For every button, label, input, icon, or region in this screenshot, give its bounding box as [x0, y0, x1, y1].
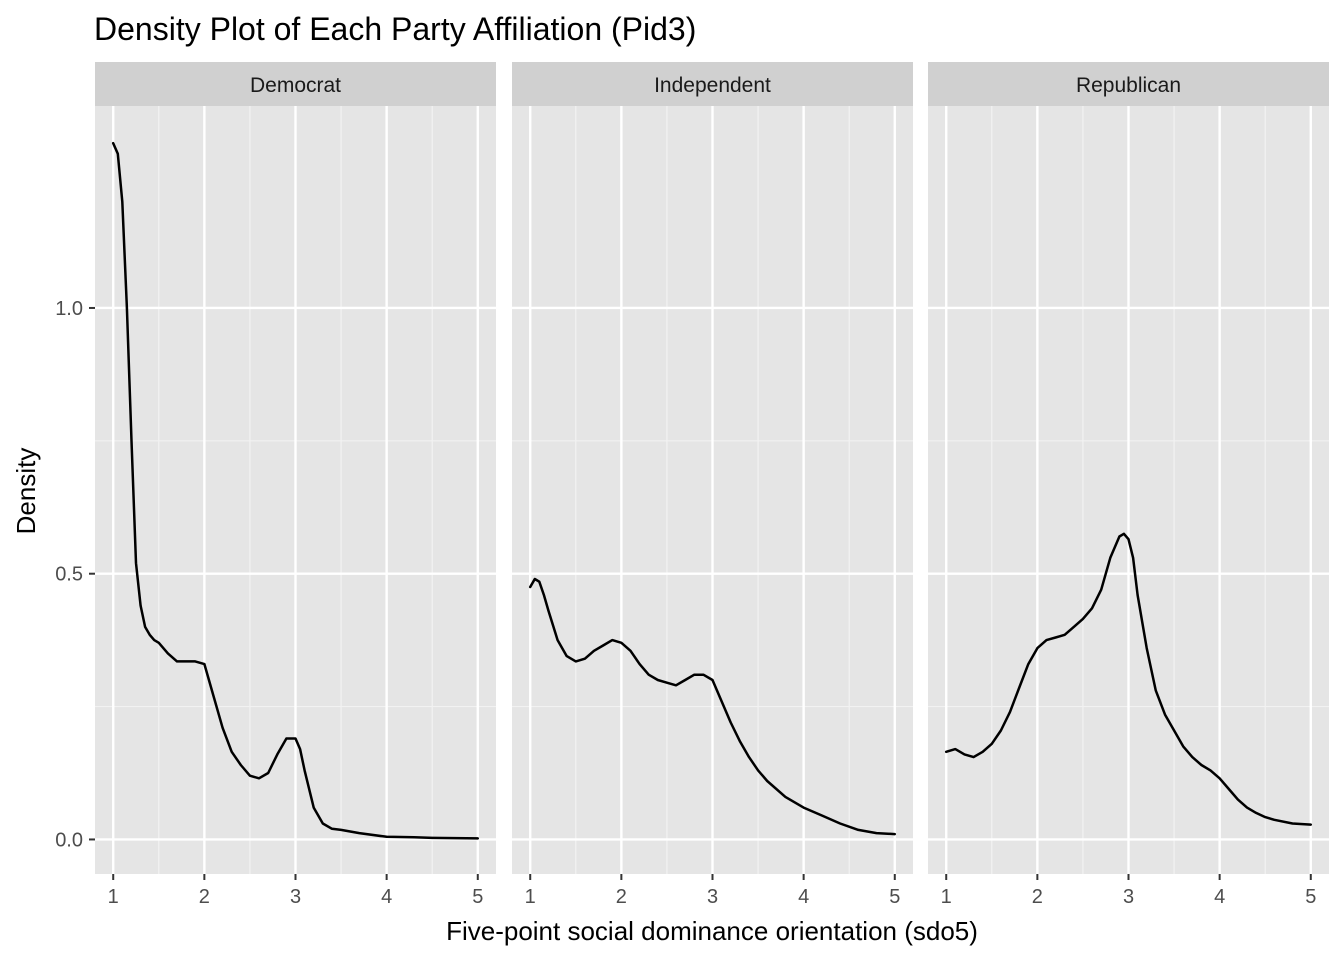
facet-strip	[928, 62, 1329, 106]
density-line-democrat	[111, 141, 480, 840]
x-tick-label: 3	[1123, 886, 1134, 908]
x-tick-label: 4	[381, 886, 392, 908]
x-tick-label: 2	[1032, 886, 1043, 908]
y-axis-title: Density	[11, 448, 41, 535]
facet-panel-democrat: Democrat 1 2 3 4 5	[95, 62, 496, 908]
x-tick-label: 5	[472, 886, 483, 908]
y-tick-label: 1.0	[55, 298, 83, 320]
x-tick-label: 1	[108, 886, 119, 908]
facet-strip	[95, 62, 496, 106]
chart-title: Density Plot of Each Party Affiliation (…	[94, 11, 696, 47]
y-tick-label: 0.5	[55, 564, 83, 586]
density-line-independent	[528, 577, 897, 836]
facet-panel-republican: Republican 1 2 3 4 5	[928, 62, 1329, 908]
x-axis-title: Five-point social dominance orientation …	[446, 916, 978, 946]
x-tick-label: 2	[616, 886, 627, 908]
x-tick-label: 1	[525, 886, 536, 908]
density-line-republican	[944, 532, 1313, 826]
x-tick-label: 5	[1305, 886, 1316, 908]
facet-panel-independent: Independent 1 2 3 4 5	[512, 62, 913, 908]
facet-strip-label: Democrat	[250, 74, 341, 97]
plot-area: Democrat 1 2 3 4 5 Independent 1 2 3 4 5 Republican 1…	[55, 62, 1329, 908]
x-tick-label: 4	[798, 886, 809, 908]
x-tick-label: 3	[290, 886, 301, 908]
y-tick-label: 0.0	[55, 829, 83, 851]
x-tick-label: 3	[707, 886, 718, 908]
x-tick-label: 2	[199, 886, 210, 908]
x-tick-label: 4	[1214, 886, 1225, 908]
facet-strip	[512, 62, 913, 106]
x-tick-label: 5	[889, 886, 900, 908]
facet-strip-label: Republican	[1076, 74, 1181, 97]
facet-strip-label: Independent	[654, 74, 771, 97]
x-tick-label: 1	[941, 886, 952, 908]
